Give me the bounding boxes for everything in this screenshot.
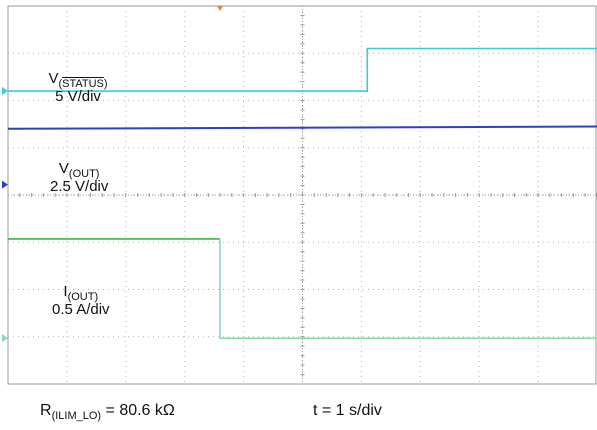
- status-scale: 5 V/div: [55, 88, 101, 105]
- ilim-resistor-label: R(ILIM_LO) = 80.6 kΩ: [40, 402, 175, 422]
- channel-markers: [2, 87, 8, 343]
- trace-0: [8, 47, 597, 92]
- trigger-position-marker: [217, 6, 224, 11]
- output-voltage-label: V(OUT) 2.5 V/div: [50, 160, 109, 195]
- output-current-scale: 0.5 A/div: [52, 301, 110, 318]
- output-voltage-scale: 2.5 V/div: [50, 178, 109, 195]
- channel-ground-marker: [2, 87, 8, 96]
- trace-1: [7, 125, 597, 130]
- status-channel-label: V(STATUS) 5 V/div: [40, 70, 116, 106]
- channel-ground-marker: [2, 180, 8, 189]
- output-current-label: I(OUT) 0.5 A/div: [52, 283, 110, 318]
- channel-ground-marker: [2, 334, 8, 343]
- time-scale-label: t = 1 s/div: [313, 402, 382, 419]
- graticule: [7, 5, 597, 385]
- trace-3: [219, 238, 597, 340]
- traces: [7, 47, 597, 340]
